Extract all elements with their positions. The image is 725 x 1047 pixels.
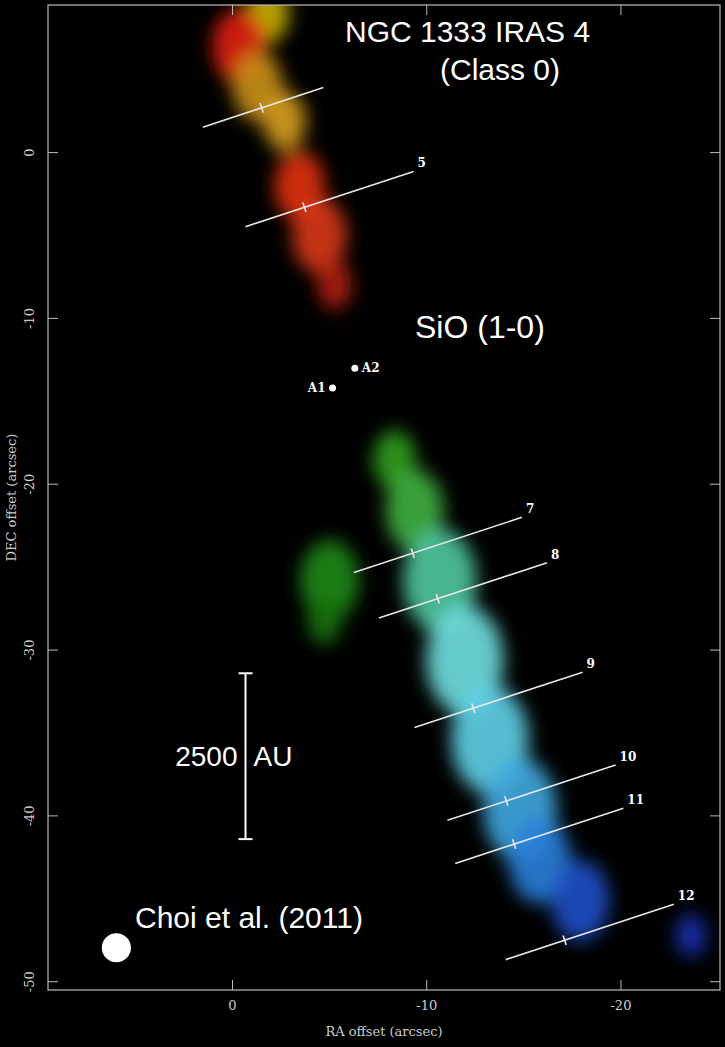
background — [0, 0, 725, 1047]
y-tick-label: -10 — [22, 308, 37, 329]
source-label: A1 — [307, 381, 326, 395]
y-tick — [48, 815, 58, 816]
y-tick-label: -40 — [22, 805, 37, 826]
annotation: SiO (1-0) — [415, 309, 545, 345]
cut-center-tick — [505, 796, 508, 805]
cut-center-tick — [472, 703, 475, 712]
scale-bar — [245, 673, 247, 839]
y-axis-title: DEC offset (arcsec) — [4, 434, 19, 562]
cut-label: 9 — [587, 657, 595, 671]
y-tick — [710, 981, 720, 982]
cut-label: 5 — [418, 156, 426, 170]
y-tick-label: -50 — [22, 971, 37, 992]
cut-line — [203, 88, 324, 128]
cut-center-tick — [260, 103, 263, 112]
cut-label: 12 — [678, 889, 695, 903]
cut-center-tick — [303, 203, 306, 212]
cut-label: 11 — [627, 793, 644, 807]
cut-line — [414, 672, 582, 727]
cut-line — [455, 808, 623, 863]
y-tick-label: -30 — [22, 640, 37, 661]
y-tick — [710, 152, 720, 153]
y-tick — [48, 152, 58, 153]
y-tick — [48, 484, 58, 485]
x-tick-label: -10 — [416, 998, 437, 1013]
x-tick-label: 0 — [228, 998, 236, 1013]
y-tick — [48, 318, 58, 319]
source-label: A2 — [361, 361, 380, 375]
scale-bar-label-part: AU — [254, 741, 293, 772]
x-axis-title: RA offset (arcsec) — [325, 1024, 442, 1039]
beam — [102, 933, 131, 962]
title: NGC 1333 IRAS 4 — [345, 15, 590, 48]
cut-line — [245, 171, 413, 226]
cut-line — [379, 563, 547, 618]
cut-center-tick — [436, 594, 439, 603]
emission-blob — [307, 596, 342, 645]
scale-bar-cap — [239, 672, 253, 674]
annotation: Choi et al. (2011) — [135, 901, 363, 934]
x-tick — [232, 5, 233, 15]
y-tick — [710, 318, 720, 319]
figure: 0 -10 -20 0 -10 -20 -30 -40 -50 RA offset (arcsec… — [0, 0, 725, 1047]
y-tick — [710, 650, 720, 651]
cut-center-tick — [411, 548, 414, 557]
x-tick — [232, 980, 233, 990]
cut-center-tick — [563, 936, 566, 945]
emission-blob — [317, 261, 352, 310]
source-dot — [351, 365, 358, 372]
x-tick — [620, 5, 621, 15]
scale-bar-cap — [239, 838, 253, 840]
y-tick-label: 0 — [22, 148, 37, 156]
scale-bar-label-part: 2500 — [175, 741, 237, 772]
cut-line — [506, 904, 674, 959]
y-tick — [48, 981, 58, 982]
emission-group — [212, 5, 706, 957]
cut-label: 7 — [526, 502, 534, 516]
cut-line — [354, 517, 522, 572]
cut-center-tick — [513, 839, 516, 848]
y-tick — [48, 650, 58, 651]
emission-blob — [675, 914, 706, 958]
y-tick — [710, 815, 720, 816]
cut-label: 10 — [620, 750, 637, 764]
subtitle: (Class 0) — [440, 53, 560, 86]
scale-bar-label: 2500 AU — [175, 741, 292, 772]
y-tick-label: -20 — [22, 474, 37, 495]
source-dot — [329, 385, 336, 392]
y-tick — [710, 484, 720, 485]
plot-frame — [48, 5, 720, 990]
x-tick — [426, 5, 427, 15]
cut-line — [447, 765, 615, 820]
cut-label: 8 — [551, 548, 559, 562]
x-tick — [620, 980, 621, 990]
emission-blur — [212, 5, 706, 957]
x-tick-label: -20 — [610, 998, 631, 1013]
x-tick — [426, 980, 427, 990]
